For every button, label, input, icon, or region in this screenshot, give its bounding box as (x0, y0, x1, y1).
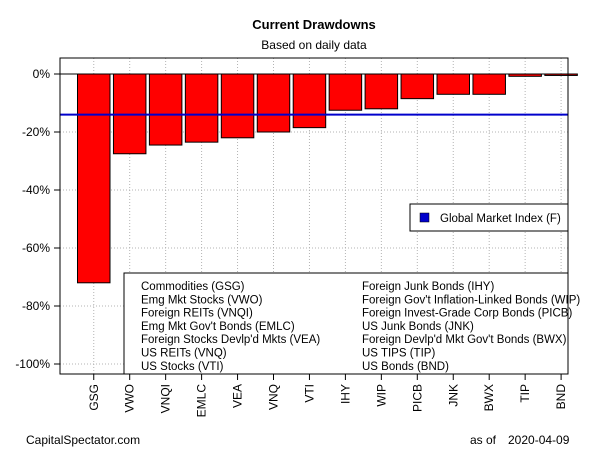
bar-ihy (328, 73, 363, 111)
y-tick-label: -60% (22, 241, 50, 255)
ticker-legend-item: Foreign Junk Bonds (IHY) (362, 281, 494, 293)
bar-vnqi (148, 73, 183, 146)
bar-emlc (184, 73, 219, 143)
bar-vea (220, 73, 255, 139)
x-tick-label: PICB (410, 384, 424, 412)
ticker-legend-box (123, 272, 569, 375)
x-tick-label: GSG (87, 384, 101, 411)
ticker-legend-item: Foreign Devlp'd Mkt Gov't Bonds (BWX) (362, 334, 567, 346)
x-tick-label: BND (554, 384, 568, 410)
ticker-legend-item: Foreign Invest-Grade Corp Bonds (PICB) (362, 308, 572, 320)
bar-vti (292, 73, 327, 129)
reference-legend-label: Global Market Index (F) (440, 213, 561, 225)
reference-line-group (60, 73, 568, 116)
as-of-label: as of (470, 433, 497, 447)
as-of-date: 2020-04-09 (508, 433, 570, 447)
x-tick-label: VNQ (267, 384, 281, 410)
legends: Global Market Index (F) Commodities (GSG)… (123, 203, 580, 375)
bar-gsg (77, 73, 111, 284)
chart-subtitle: Based on daily data (261, 38, 367, 52)
ticker-legend-item: Commodities (GSG) (141, 281, 245, 293)
ticker-legend-item: Foreign Gov't Inflation-Linked Bonds (WI… (362, 294, 580, 306)
ticker-legend-item: Foreign REITs (VNQI) (141, 308, 253, 320)
ticker-legend-item: US Bonds (BND) (362, 361, 449, 373)
bar-vnq (256, 73, 291, 133)
ticker-legend-item: US TIPS (TIP) (362, 348, 435, 360)
x-tick-label: IHY (338, 384, 352, 404)
bar-jnk (436, 73, 470, 95)
x-tick-label: JNK (446, 384, 460, 407)
reference-legend-box (409, 203, 569, 232)
ticker-legend-item: US Junk Bonds (JNK) (362, 321, 474, 333)
x-tick-label: BWX (482, 384, 496, 411)
bars (77, 73, 578, 284)
ticker-legend-item: Emg Mkt Gov't Bonds (EMLC) (141, 321, 295, 333)
bar-bwx (472, 73, 506, 95)
x-tick-label: VNQI (159, 384, 173, 413)
source-credit: CapitalSpectator.com (26, 433, 141, 447)
ticker-legend-item: Foreign Stocks Devlp'd Mkts (VEA) (141, 334, 320, 346)
ticker-legend-item: US REITs (VNQ) (141, 348, 227, 360)
y-tick-label: -80% (22, 299, 50, 313)
x-tick-label: EMLC (195, 384, 209, 418)
ticker-legend-item: Emg Mkt Stocks (VWO) (141, 294, 263, 306)
y-tick-label: -20% (22, 125, 50, 139)
x-tick-label: VEA (231, 384, 245, 408)
y-tick-label: -100% (15, 357, 50, 371)
reference-legend-swatch (419, 212, 430, 223)
bar-picb (400, 73, 435, 100)
bar-wip (364, 73, 399, 110)
y-tick-label: 0% (33, 67, 51, 81)
x-tick-label: WIP (374, 384, 388, 407)
x-tick-label: VTI (302, 384, 316, 403)
x-tick-label: TIP (518, 384, 532, 403)
x-tick-label: VWO (123, 384, 137, 413)
y-tick-label: -40% (22, 183, 50, 197)
ticker-legend-item: US Stocks (VTI) (141, 361, 224, 373)
axes: 0% -20% -40% -60% -80% -100% GSG VWO VNQI EMLC VEA… (15, 57, 569, 418)
chart-title: Current Drawdowns (252, 17, 376, 32)
